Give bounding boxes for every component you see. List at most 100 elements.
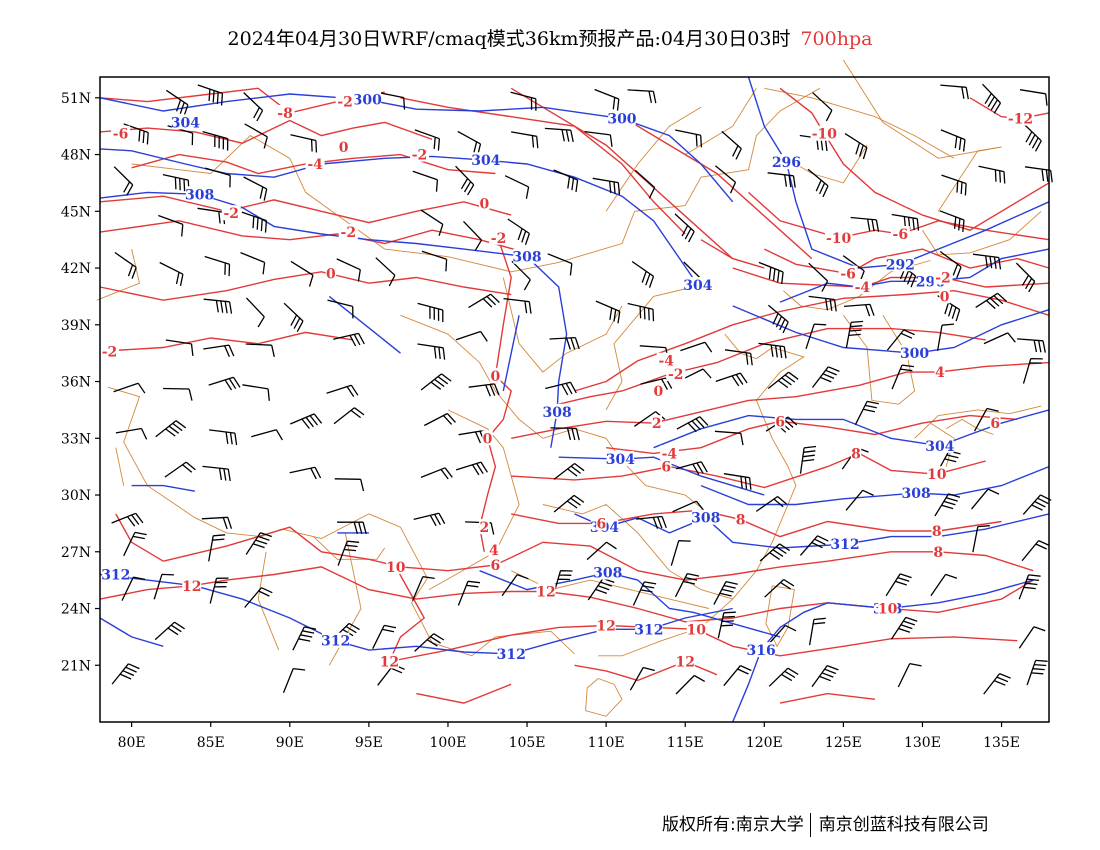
temperature-contour-label: -4 [658, 354, 674, 370]
wind-barb [337, 540, 360, 566]
height-contour [502, 315, 520, 392]
wind-barb [333, 332, 365, 347]
temperature-contour-label: 0 [339, 140, 349, 156]
footer-divider [809, 813, 811, 837]
height-contour-label: 300 [900, 346, 929, 362]
wind-barb [886, 329, 915, 351]
border-line [765, 585, 795, 648]
wind-barb [584, 130, 613, 147]
height-contour-label-bg [102, 566, 130, 582]
temperature-contour-label-bg [810, 125, 839, 141]
wind-barb [114, 251, 137, 279]
temperature-contour-label: -2 [337, 95, 353, 111]
wind-barb [504, 175, 530, 199]
temperature-contour-label: 12 [182, 579, 201, 595]
wind-barb [634, 169, 656, 199]
wind-barb [714, 430, 744, 446]
temperature-contour-label-bg [927, 466, 947, 482]
temperature-contour-label-bg [939, 288, 950, 304]
temperature-contour-label-bg [111, 125, 131, 141]
lat-tick-label: 24N [61, 602, 91, 618]
wind-barb [547, 253, 573, 276]
wind-barb [292, 626, 317, 651]
wind-barb [326, 384, 359, 397]
wind-barb [457, 580, 481, 606]
lon-tick-label: 120E [746, 735, 783, 751]
border-line [115, 447, 125, 486]
wind-barb [553, 494, 585, 513]
wind-barb [1018, 626, 1046, 649]
temperature-contour-label-bg [850, 445, 862, 461]
temperature-contour [400, 97, 686, 235]
temperature-contour-label: 4 [489, 543, 499, 559]
wind-barb [155, 420, 187, 438]
wind-barb [808, 617, 826, 646]
wind-barb [755, 495, 788, 512]
wind-barb [468, 293, 500, 309]
wind-barb [245, 343, 275, 358]
height-contour-label-bg [831, 536, 859, 552]
wind-barb [553, 462, 585, 480]
wind-barb [242, 384, 270, 401]
border-line [605, 286, 694, 411]
wind-barb [455, 330, 488, 342]
temperature-contour [494, 229, 512, 377]
height-contour-label-bg [353, 91, 382, 107]
height-contour-label-bg [543, 403, 571, 419]
wind-barb [675, 129, 703, 148]
lat-tick-label: 48N [61, 148, 91, 164]
temperature-contour-label-bg [660, 458, 672, 474]
wind-barb [1024, 166, 1053, 183]
height-contour-label-bg [513, 248, 541, 264]
wind-barb [420, 209, 444, 236]
wind-barb [205, 167, 231, 188]
temperature-contour [511, 361, 1050, 439]
wind-barb [289, 466, 322, 480]
chart-title-main: 2024年04月30日WRF/cmaq模式36km预报产品:04月30日03时 [227, 28, 791, 50]
height-contour-label: 304 [925, 439, 954, 455]
border-line [922, 210, 1042, 256]
temperature-contour [99, 195, 512, 224]
temperature-contour-label-bg [651, 415, 662, 431]
wind-barb [897, 662, 922, 688]
wind-barb [595, 300, 621, 324]
lon-tick-label: 130E [904, 735, 941, 751]
temperature-contour-label-bg [933, 543, 944, 559]
temperature-contour [416, 683, 512, 704]
wind-barb [202, 130, 229, 151]
border-line [605, 106, 702, 212]
height-contour [574, 513, 1050, 549]
wind-barb [627, 89, 657, 104]
wind-barb [337, 521, 367, 534]
wind-barb [240, 251, 266, 275]
longitude-axis: 80E 85E 90E 95E 100E 105E 110E 115E 120E 125E 130E… [118, 722, 1020, 751]
wind-barb [972, 253, 1002, 270]
lat-tick-label: 33N [61, 431, 91, 447]
temperature-contour-label-bg [666, 365, 686, 381]
wind-barb [209, 577, 229, 604]
temperature-contour-label: 2 [479, 520, 489, 536]
temperature-contour-label-bg [221, 205, 241, 221]
height-contours [99, 76, 1050, 723]
wind-barb [670, 540, 691, 566]
wind-barb [758, 261, 784, 284]
temperature-contour-label-bg [386, 558, 406, 574]
temperature-contour-label-bg [852, 278, 872, 294]
wind-barb [1022, 494, 1052, 515]
height-contour-label: 300 [353, 93, 382, 109]
wind-barb [510, 131, 539, 149]
temperature-contour-label: 4 [935, 365, 945, 381]
height-contour-label: 312 [101, 567, 130, 583]
wind-barb [282, 667, 306, 693]
wind-barb [375, 257, 396, 287]
wind-barb [1019, 89, 1048, 106]
wind-barb [111, 663, 140, 685]
temperature-contour-label-bg [1006, 110, 1035, 126]
wind-barb [549, 336, 580, 350]
wind-barb [845, 320, 864, 349]
map-frame [99, 76, 1050, 723]
temperature-contour-label-bg [479, 195, 490, 211]
temperature-contour [763, 248, 1050, 275]
height-contour-label: 308 [593, 566, 622, 582]
